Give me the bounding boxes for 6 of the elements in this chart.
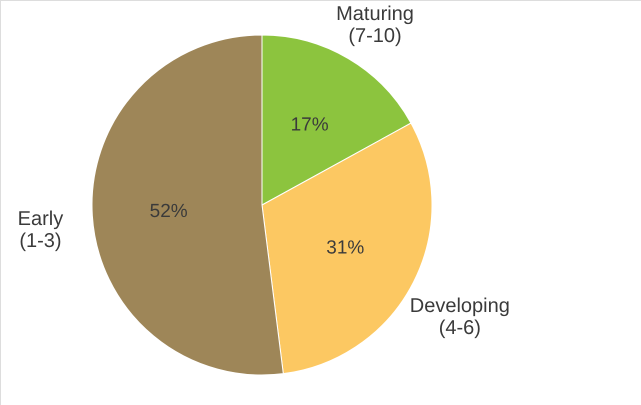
- data-label: 52%: [150, 200, 188, 222]
- slice-label: Developing (4-6): [410, 294, 510, 339]
- slice-label: Maturing (7-10): [336, 2, 414, 47]
- slice-label: Early (1-3): [18, 208, 64, 252]
- data-label: 31%: [326, 237, 364, 258]
- data-label: 17%: [290, 114, 329, 136]
